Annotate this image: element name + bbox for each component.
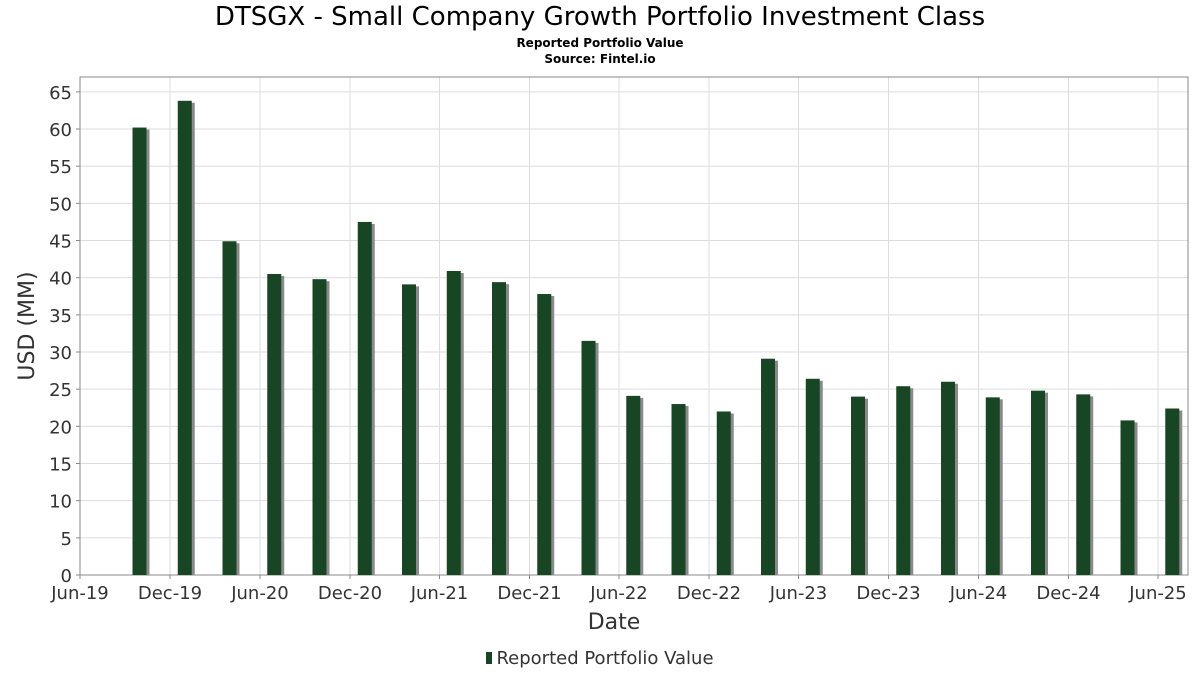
bar <box>1076 394 1091 575</box>
y-axis-title: USD (MM) <box>15 271 40 380</box>
y-tick-label: 0 <box>61 566 72 587</box>
x-tick-label: Dec-19 <box>138 583 202 604</box>
bar <box>716 411 731 575</box>
chart-subtitle: Reported Portfolio Value <box>516 36 684 50</box>
bar <box>402 284 417 575</box>
bar <box>985 397 1000 575</box>
y-tick-label: 20 <box>49 417 72 438</box>
bar <box>357 221 372 575</box>
y-tick-label: 45 <box>49 232 72 253</box>
x-tick-label: Dec-24 <box>1036 583 1100 604</box>
bar <box>537 294 552 575</box>
legend: Reported Portfolio Value <box>0 648 1200 669</box>
bar <box>446 270 461 575</box>
bar <box>492 282 507 575</box>
x-tick-label: Dec-22 <box>677 583 741 604</box>
bar <box>1120 420 1135 575</box>
y-tick-label: 40 <box>49 269 72 290</box>
x-tick-label: Jun-21 <box>410 583 469 604</box>
bar <box>1165 408 1180 575</box>
bar <box>581 340 596 575</box>
x-tick-label: Jun-22 <box>589 583 648 604</box>
bar <box>626 395 641 575</box>
bar <box>896 386 911 575</box>
y-tick-label: 65 <box>49 83 72 104</box>
y-tick-label: 60 <box>49 120 72 141</box>
chart-source: Source: Fintel.io <box>544 52 656 66</box>
y-tick-label: 55 <box>49 157 72 178</box>
bar <box>132 127 147 576</box>
x-tick-label: Dec-21 <box>497 583 561 604</box>
bar <box>1031 390 1046 575</box>
x-tick-label: Jun-24 <box>949 583 1008 604</box>
y-tick-label: 15 <box>49 455 72 476</box>
bar <box>267 273 282 575</box>
bar <box>177 100 192 576</box>
bar <box>941 381 956 575</box>
x-tick-label: Jun-20 <box>230 583 289 604</box>
y-tick-label: 25 <box>49 380 72 401</box>
y-tick-label: 30 <box>49 343 72 364</box>
grid-lines <box>79 77 1188 576</box>
bar <box>312 279 327 575</box>
bar <box>805 378 820 575</box>
bar <box>851 396 866 575</box>
legend-label: Reported Portfolio Value <box>496 648 714 669</box>
y-tick-label: 5 <box>61 529 72 550</box>
x-tick-label: Jun-19 <box>50 583 109 604</box>
x-tick-label: Jun-23 <box>769 583 828 604</box>
bar <box>222 241 237 575</box>
y-tick-label: 10 <box>49 492 72 513</box>
x-axis-title: Date <box>588 610 641 635</box>
legend-swatch <box>486 652 493 664</box>
bar <box>671 404 686 575</box>
chart-title: DTSGX - Small Company Growth Portfolio I… <box>214 2 986 32</box>
y-tick-label: 35 <box>49 306 72 327</box>
x-tick-label: Dec-20 <box>318 583 382 604</box>
bar <box>761 358 776 575</box>
x-tick-label: Dec-23 <box>856 583 920 604</box>
x-axis: Jun-19 Dec-19 Jun-20 Dec-20 Jun-21 Dec-21 Jun-… <box>50 575 1187 604</box>
y-axis: 0 5 10 15 20 25 30 35 40 45 50 55 60 65 <box>49 83 80 587</box>
bars <box>132 100 1183 576</box>
y-tick-label: 50 <box>49 194 72 215</box>
x-tick-label: Jun-25 <box>1128 583 1187 604</box>
